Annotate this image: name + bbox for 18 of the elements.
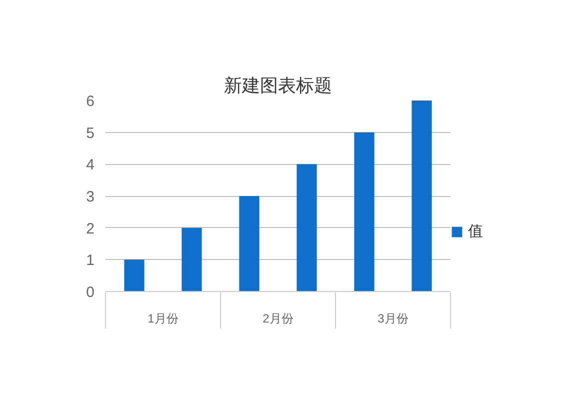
y-tick-label: 5: [86, 124, 94, 142]
y-tick-label: 2: [86, 220, 94, 238]
y-tick-label: 6: [86, 93, 94, 110]
x-tick-label: 1月份: [148, 312, 178, 326]
bar: [296, 164, 317, 292]
bar: [182, 228, 202, 292]
bar: [239, 196, 260, 292]
y-tick-label: 0: [86, 284, 94, 301]
x-tick-label: 3月份: [378, 312, 408, 326]
bar: [124, 260, 144, 292]
y-tick-label: 4: [86, 156, 94, 174]
bar: [354, 132, 374, 292]
chart-title: 新建图表标题: [224, 76, 332, 96]
y-tick-label: 3: [86, 188, 94, 206]
y-tick-label: 1: [86, 252, 94, 270]
x-tick-label: 2月份: [262, 312, 294, 326]
bar: [412, 100, 432, 292]
legend-label: 值: [468, 222, 484, 240]
